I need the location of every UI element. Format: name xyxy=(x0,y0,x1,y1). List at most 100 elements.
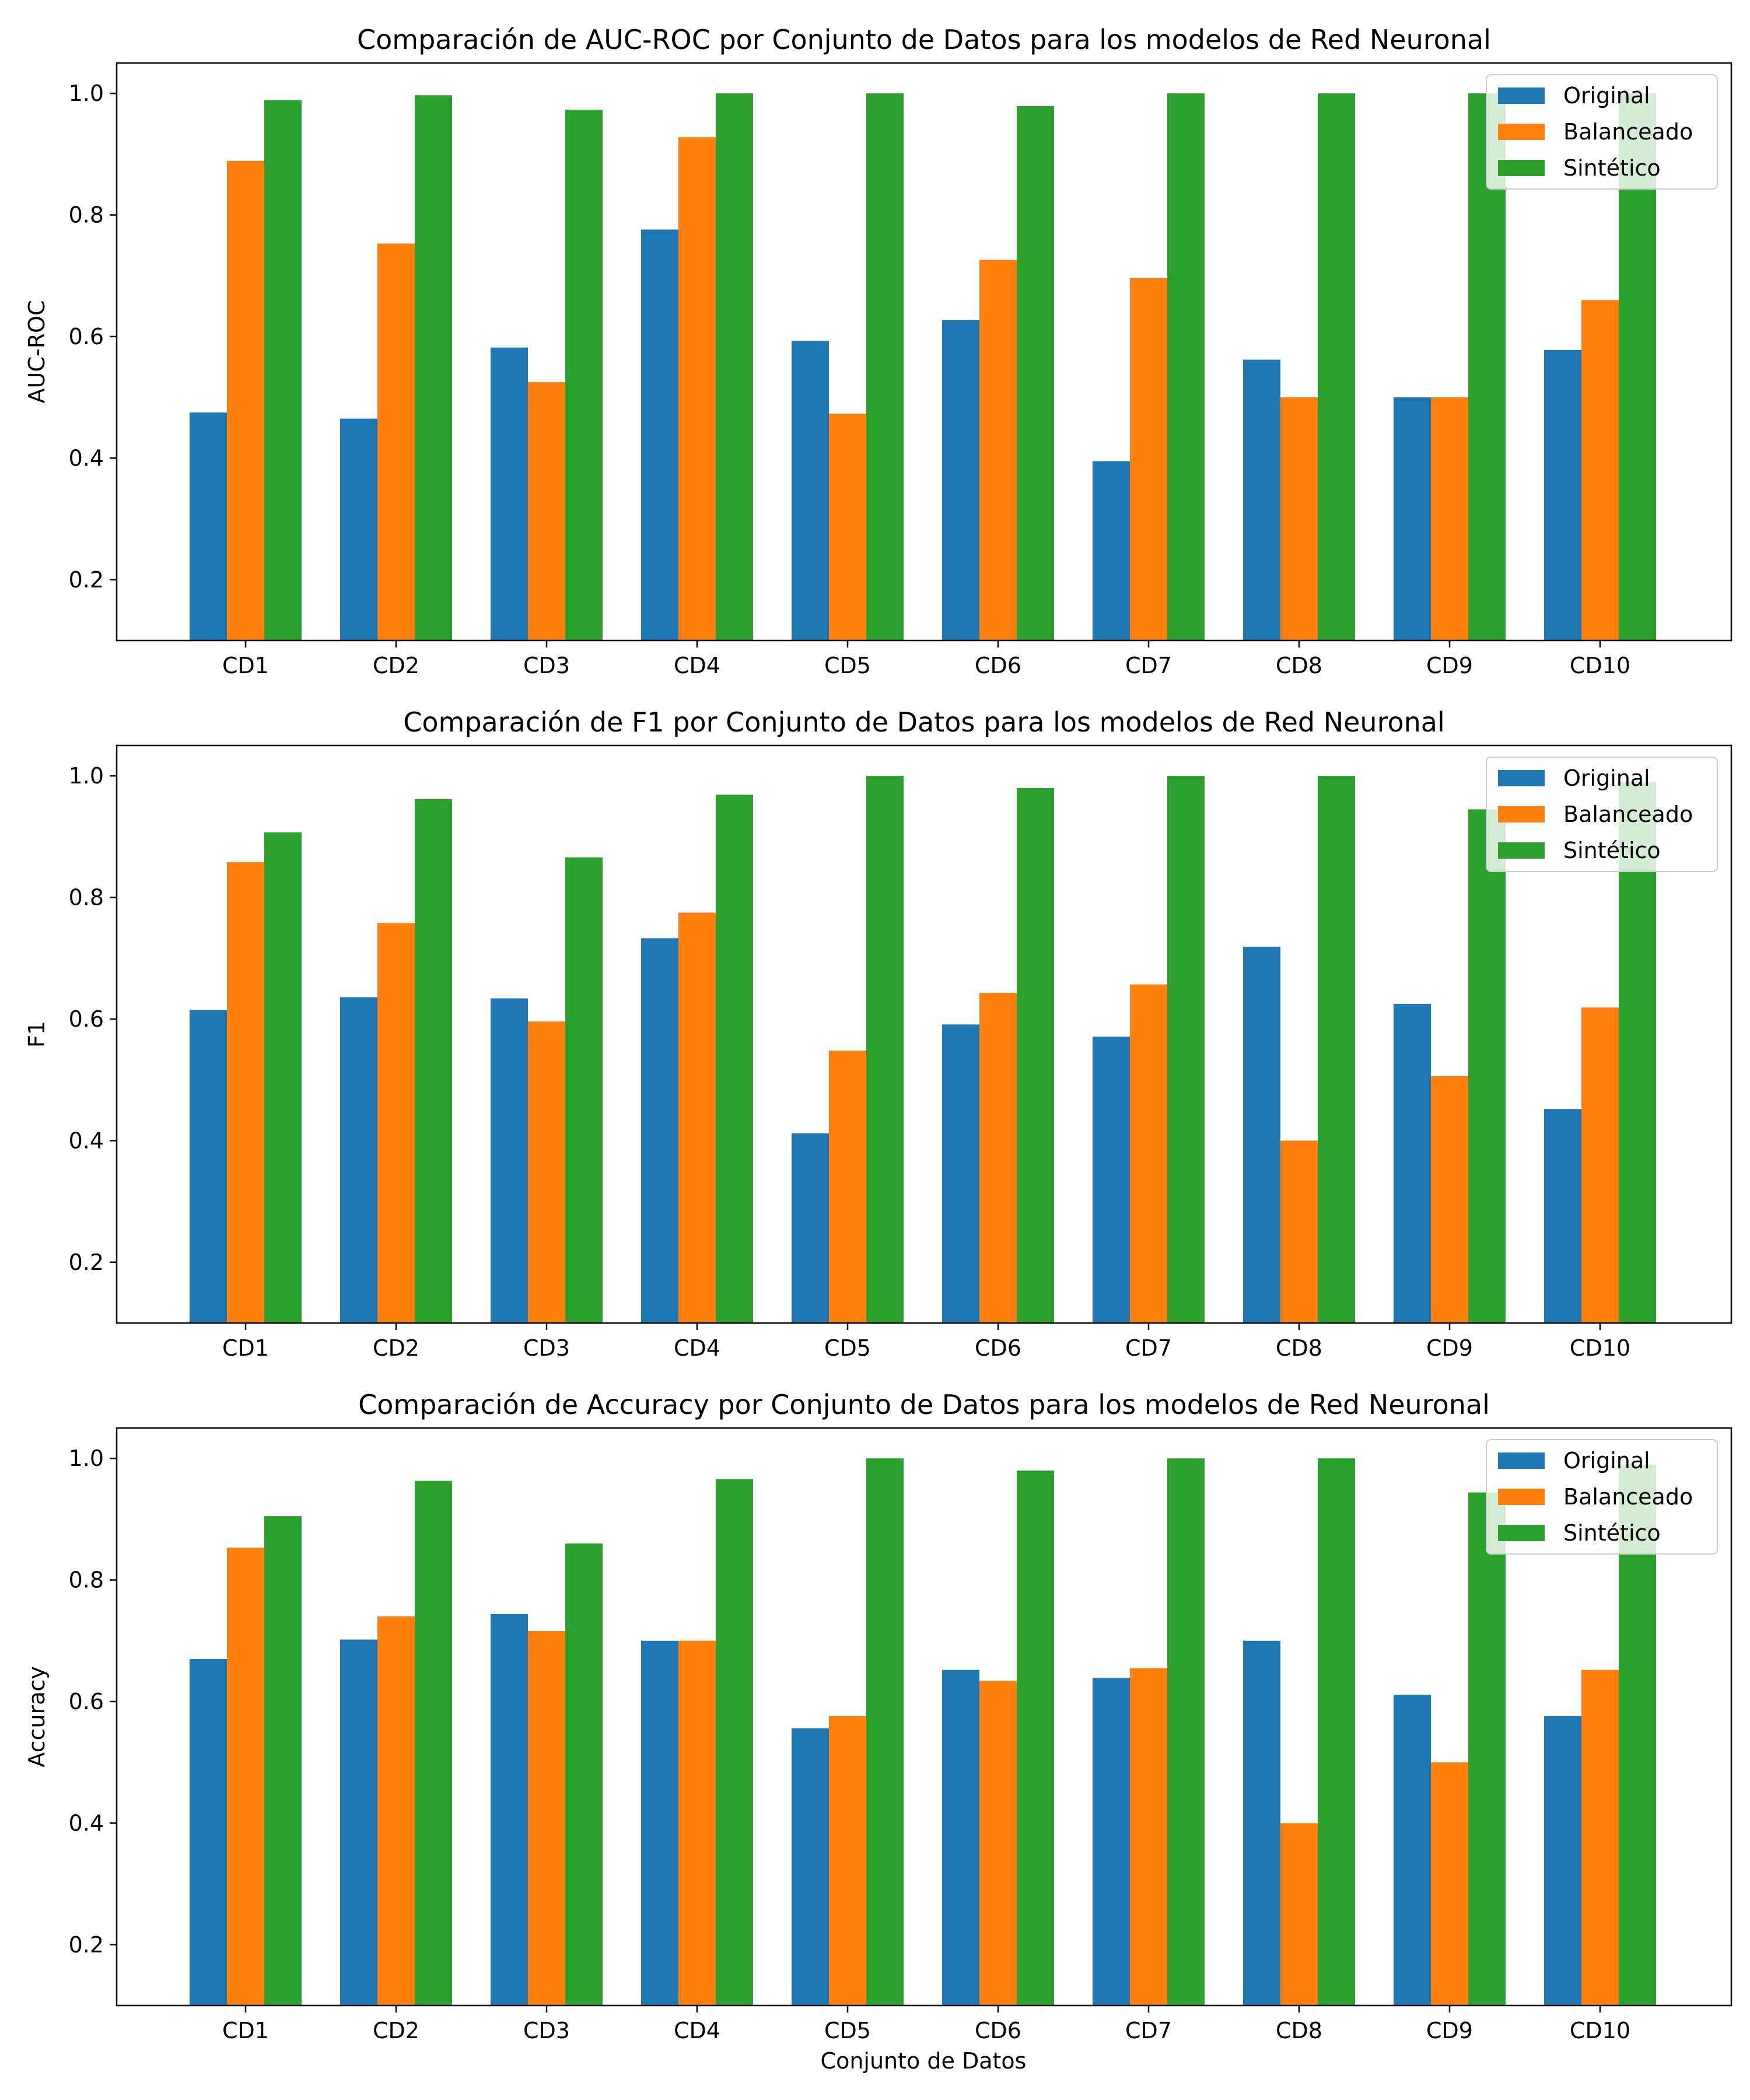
bar-sinttico-cd4 xyxy=(716,93,753,641)
bar-balanceado-cd4 xyxy=(678,137,716,640)
bar-original-cd4 xyxy=(641,229,678,640)
bar-balanceado-cd3 xyxy=(528,1021,565,1323)
x-tick-label: CD8 xyxy=(1276,2018,1322,2043)
legend-label: Original xyxy=(1563,765,1650,791)
axes-frame xyxy=(116,62,1732,642)
x-tick-label: CD5 xyxy=(824,1335,871,1361)
chart-2: Comparación de F1 por Conjunto de Datos … xyxy=(24,706,1732,1361)
bar-balanceado-cd5 xyxy=(829,414,866,640)
y-tick-label: 0.6 xyxy=(69,324,104,349)
bar-sinttico-cd7 xyxy=(1167,93,1205,641)
x-tick-label: CD9 xyxy=(1426,2018,1473,2043)
legend-label: Sintético xyxy=(1563,838,1661,863)
bar-balanceado-cd10 xyxy=(1581,1670,1619,2006)
bar-original-cd8 xyxy=(1243,946,1280,1323)
legend-swatch-balanceado xyxy=(1498,1489,1545,1505)
legend-label: Original xyxy=(1563,1448,1650,1474)
bar-sinttico-cd2 xyxy=(415,799,452,1323)
bar-sinttico-cd4 xyxy=(716,794,753,1323)
y-tick-label: 1.0 xyxy=(69,1446,104,1471)
y-tick-label: 0.2 xyxy=(69,1932,104,1958)
bar-sinttico-cd7 xyxy=(1167,1458,1205,2006)
bar-sinttico-cd8 xyxy=(1318,1458,1355,2006)
chart-3: Comparación de Accuracy por Conjunto de … xyxy=(24,1389,1732,2043)
y-axis-label: F1 xyxy=(24,1021,50,1048)
bar-original-cd4 xyxy=(641,938,678,1323)
axes-frame xyxy=(116,744,1732,1324)
legend: Original Balanceado Sintético xyxy=(1486,74,1718,190)
y-tick-label: 0.6 xyxy=(69,1006,104,1032)
bar-original-cd5 xyxy=(792,341,829,640)
y-tick-label: 0.8 xyxy=(69,202,104,228)
bar-sinttico-cd5 xyxy=(866,1458,904,2006)
x-tick-label: CD2 xyxy=(373,2018,419,2043)
x-tick-label: CD6 xyxy=(975,2018,1021,2043)
bar-original-cd7 xyxy=(1093,1678,1130,2006)
bar-sinttico-cd7 xyxy=(1167,776,1205,1323)
bar-sinttico-cd1 xyxy=(264,832,302,1323)
bar-original-cd5 xyxy=(792,1728,829,2006)
bar-balanceado-cd9 xyxy=(1431,397,1468,640)
bar-original-cd9 xyxy=(1394,1695,1431,2006)
y-axis-label: Accuracy xyxy=(24,1666,50,1768)
legend-swatch-original xyxy=(1498,88,1545,104)
bar-balanceado-cd9 xyxy=(1431,1762,1468,2006)
bar-sinttico-cd1 xyxy=(264,1516,302,2006)
bar-original-cd6 xyxy=(942,320,979,640)
chart-title: Comparación de F1 por Conjunto de Datos … xyxy=(403,706,1444,738)
bar-balanceado-cd4 xyxy=(678,912,716,1323)
bar-balanceado-cd5 xyxy=(829,1716,866,2006)
bar-sinttico-cd2 xyxy=(415,1480,452,2006)
bar-original-cd9 xyxy=(1394,1003,1431,1323)
bar-sinttico-cd2 xyxy=(415,95,452,641)
bar-sinttico-cd8 xyxy=(1318,776,1355,1323)
bar-original-cd9 xyxy=(1394,397,1431,640)
bar-balanceado-cd10 xyxy=(1581,1007,1619,1323)
bar-sinttico-cd5 xyxy=(866,776,904,1323)
bar-original-cd7 xyxy=(1093,461,1130,640)
bar-sinttico-cd10 xyxy=(1619,1464,1656,2006)
bar-original-cd1 xyxy=(190,412,227,640)
x-tick-label: CD4 xyxy=(674,2018,720,2043)
bar-balanceado-cd2 xyxy=(377,243,415,640)
x-tick-label: CD3 xyxy=(523,653,570,678)
bar-balanceado-cd7 xyxy=(1130,984,1167,1323)
bar-balanceado-cd6 xyxy=(979,993,1017,1323)
bar-original-cd5 xyxy=(792,1133,829,1323)
legend: Original Balanceado Sintético xyxy=(1486,757,1718,872)
x-tick-label: CD3 xyxy=(523,1335,570,1361)
bar-original-cd1 xyxy=(190,1010,227,1323)
bar-original-cd1 xyxy=(190,1659,227,2006)
legend: Original Balanceado Sintético xyxy=(1486,1439,1718,1555)
legend-swatch-sinttico xyxy=(1498,842,1545,859)
bar-sinttico-cd5 xyxy=(866,93,904,641)
bar-balanceado-cd9 xyxy=(1431,1076,1468,1323)
x-tick-label: CD1 xyxy=(222,1335,269,1361)
bar-sinttico-cd6 xyxy=(1017,788,1054,1323)
bar-balanceado-cd6 xyxy=(979,1681,1017,2006)
x-tick-label: CD2 xyxy=(373,1335,419,1361)
bar-balanceado-cd6 xyxy=(979,260,1017,640)
bar-balanceado-cd1 xyxy=(227,160,264,640)
legend-swatch-original xyxy=(1498,770,1545,786)
bar-sinttico-cd8 xyxy=(1318,93,1355,641)
x-tick-label: CD1 xyxy=(222,653,269,678)
x-tick-label: CD10 xyxy=(1570,1335,1630,1361)
x-tick-label: CD7 xyxy=(1125,1335,1172,1361)
bar-original-cd2 xyxy=(340,418,377,640)
bar-balanceado-cd2 xyxy=(377,923,415,1323)
x-tick-label: CD2 xyxy=(373,653,419,678)
chart-title: Comparación de AUC-ROC por Conjunto de D… xyxy=(357,24,1491,55)
y-tick-label: 0.8 xyxy=(69,885,104,911)
x-tick-label: CD9 xyxy=(1426,1335,1473,1361)
legend-swatch-sinttico xyxy=(1498,1525,1545,1541)
bar-original-cd10 xyxy=(1544,1716,1581,2006)
bar-balanceado-cd8 xyxy=(1280,1140,1318,1323)
bar-sinttico-cd10 xyxy=(1619,782,1656,1323)
x-tick-label: CD7 xyxy=(1125,653,1172,678)
bar-original-cd2 xyxy=(340,1639,377,2006)
y-axis-label: AUC-ROC xyxy=(24,300,50,404)
y-tick-label: 0.2 xyxy=(69,1250,104,1275)
legend-label: Balanceado xyxy=(1563,119,1693,145)
